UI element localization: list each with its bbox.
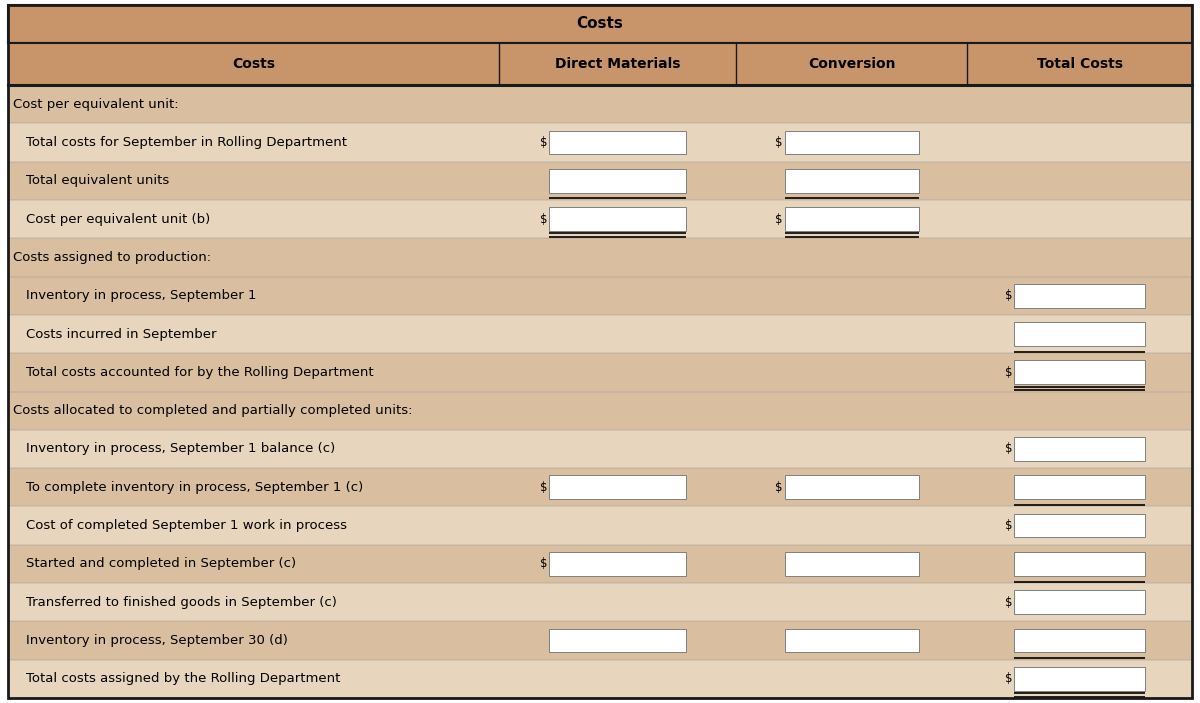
Text: Transferred to finished goods in September (c): Transferred to finished goods in Septemb… [26,595,337,609]
Text: Costs: Costs [232,57,275,71]
Bar [8,468,1192,506]
Bar [785,552,918,576]
Text: $: $ [1004,442,1013,456]
Bar [785,475,918,499]
Text: Inventory in process, September 30 (d): Inventory in process, September 30 (d) [26,634,288,647]
Text: $: $ [1004,519,1013,532]
Bar [1014,437,1145,461]
Text: $: $ [1004,289,1013,302]
Bar [785,169,918,193]
Bar [785,207,918,231]
Bar [1014,591,1145,614]
Bar [1014,322,1145,346]
Bar [1014,514,1145,538]
Text: Inventory in process, September 1: Inventory in process, September 1 [26,289,257,302]
Bar [8,659,1192,698]
Bar [785,131,918,155]
Bar [8,5,1192,43]
Bar [1014,552,1145,576]
Bar [1014,284,1145,308]
Bar [8,162,1192,200]
Text: $: $ [540,557,547,570]
Text: Costs incurred in September: Costs incurred in September [26,328,216,340]
Bar [785,628,918,652]
Bar [8,238,1192,276]
Bar [550,628,686,652]
Text: Total equivalent units: Total equivalent units [26,174,169,187]
Text: $: $ [540,136,547,149]
Text: $: $ [540,481,547,494]
Text: Costs allocated to completed and partially completed units:: Costs allocated to completed and partial… [13,404,413,417]
Text: Total costs for September in Rolling Department: Total costs for September in Rolling Dep… [26,136,347,149]
Text: Total Costs: Total Costs [1037,57,1122,71]
Bar [8,621,1192,659]
Bar [8,43,1192,85]
Text: Total costs accounted for by the Rolling Department: Total costs accounted for by the Rolling… [26,366,373,379]
Bar [8,85,1192,123]
Bar [8,276,1192,315]
Bar [8,353,1192,392]
Bar [1014,667,1145,691]
Bar [8,545,1192,583]
Bar [1014,361,1145,385]
Bar [550,475,686,499]
Text: Costs: Costs [576,16,624,32]
Text: Cost of completed September 1 work in process: Cost of completed September 1 work in pr… [26,519,347,532]
Bar [8,430,1192,468]
Bar [550,207,686,231]
Bar [8,583,1192,621]
Text: $: $ [775,212,782,226]
Text: Costs assigned to production:: Costs assigned to production: [13,251,211,264]
Text: Direct Materials: Direct Materials [556,57,680,71]
Bar [8,392,1192,430]
Text: $: $ [1004,366,1013,379]
Text: Started and completed in September (c): Started and completed in September (c) [26,557,296,570]
Text: $: $ [540,212,547,226]
Bar [8,123,1192,162]
Bar [8,506,1192,545]
Text: $: $ [775,136,782,149]
Text: Conversion: Conversion [808,57,895,71]
Text: Total costs assigned by the Rolling Department: Total costs assigned by the Rolling Depa… [26,672,341,685]
Text: $: $ [1004,672,1013,685]
Text: $: $ [775,481,782,494]
Bar [550,552,686,576]
Text: Inventory in process, September 1 balance (c): Inventory in process, September 1 balanc… [26,442,335,456]
Bar [550,131,686,155]
Bar [550,169,686,193]
Text: Cost per equivalent unit:: Cost per equivalent unit: [13,98,179,110]
Text: $: $ [1004,595,1013,609]
Bar [1014,628,1145,652]
Bar [1014,475,1145,499]
Bar [8,315,1192,353]
Text: Cost per equivalent unit (b): Cost per equivalent unit (b) [26,212,210,226]
Bar [8,200,1192,238]
Text: To complete inventory in process, September 1 (c): To complete inventory in process, Septem… [26,481,364,494]
